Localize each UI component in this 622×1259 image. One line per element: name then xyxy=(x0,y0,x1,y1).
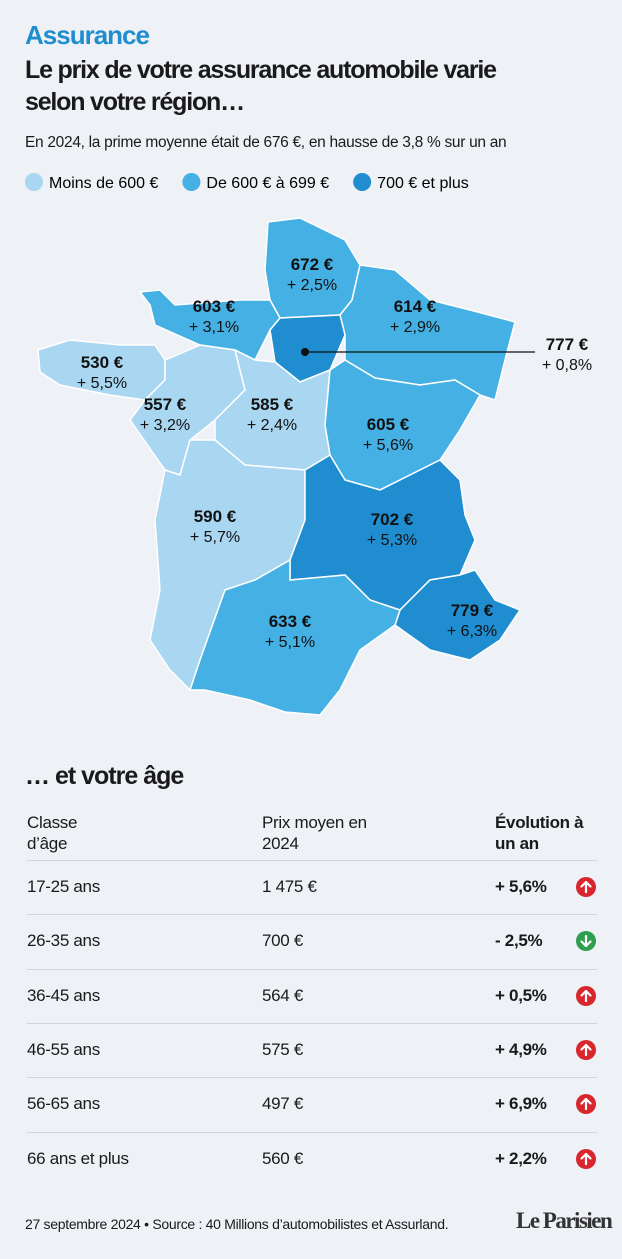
region-change: + 0,8% xyxy=(542,357,592,374)
icon-arrow xyxy=(580,1098,592,1111)
evolution: + 2,2% xyxy=(495,1148,547,1168)
leader-dot xyxy=(301,348,309,356)
trend-up-icon xyxy=(576,985,596,1006)
icon-arrow xyxy=(580,1152,592,1165)
subtitle: En 2024, la prime moyenne était de 676 €… xyxy=(25,134,507,151)
region-price: 557 € xyxy=(144,395,187,414)
age-class: 36-45 ans xyxy=(27,985,100,1005)
region-price: 777 € xyxy=(546,335,589,354)
price: 1 475 € xyxy=(262,877,317,896)
row-separator xyxy=(27,1022,597,1024)
region-change: + 2,9% xyxy=(390,319,440,336)
region xyxy=(394,569,522,661)
table-header: Prix moyen en 2024 xyxy=(262,813,367,853)
region xyxy=(188,558,401,716)
region-change: + 5,5% xyxy=(77,375,127,392)
legend-label: De 600 € à 699 € xyxy=(206,175,329,192)
source: 27 septembre 2024 • Source : 40 Millions… xyxy=(25,1216,449,1232)
region-price: 590 € xyxy=(194,507,237,526)
region-change: + 3,2% xyxy=(140,417,190,434)
icon-arrow xyxy=(580,880,592,894)
age-class: 56-65 ans xyxy=(27,1094,100,1114)
age-class: 17-25 ans xyxy=(27,877,100,896)
icon-arrow xyxy=(580,935,592,948)
region-price: 530 € xyxy=(81,353,124,372)
trend-up-icon xyxy=(576,1094,596,1115)
evolution: + 6,9% xyxy=(495,1094,547,1114)
row-separator xyxy=(27,860,597,861)
title: Le prix de votre assurance automobile va… xyxy=(25,56,497,84)
legend-label: 700 € et plus xyxy=(377,175,469,192)
price: 564 € xyxy=(262,985,304,1005)
trend-down-icon xyxy=(576,931,596,952)
legend-swatch xyxy=(353,173,372,191)
evolution: + 4,9% xyxy=(495,1039,547,1059)
evolution: - 2,5% xyxy=(495,931,543,951)
regions xyxy=(37,217,522,716)
region-price: 672 € xyxy=(291,255,334,274)
price: 560 € xyxy=(262,1148,304,1168)
region-change: + 5,7% xyxy=(190,529,240,546)
row-separator xyxy=(27,968,597,970)
region-change: + 5,1% xyxy=(265,634,315,651)
evolution: + 0,5% xyxy=(495,985,547,1005)
age-class: 26-35 ans xyxy=(27,931,100,951)
icon-arrow xyxy=(580,1043,592,1056)
table-header: Évolution à un an xyxy=(495,813,584,853)
region-price: 779 € xyxy=(451,601,494,620)
region-change: + 5,3% xyxy=(367,532,417,549)
age-class: 66 ans et plus xyxy=(27,1148,129,1168)
region-price: 702 € xyxy=(371,510,414,529)
evolution: + 5,6% xyxy=(495,877,547,896)
region-change: + 2,4% xyxy=(247,417,297,434)
price: 497 € xyxy=(262,1094,304,1114)
row-separator xyxy=(27,914,597,916)
kicker: Assurance xyxy=(25,20,150,50)
region-price: 603 € xyxy=(193,297,236,316)
region-change: + 2,5% xyxy=(287,277,337,294)
region-change: + 6,3% xyxy=(447,623,497,640)
logo: Le Parisien xyxy=(516,1208,613,1233)
trend-up-icon xyxy=(576,1148,596,1169)
region-price: 633 € xyxy=(269,612,312,631)
price: 575 € xyxy=(262,1039,304,1059)
row-separator xyxy=(27,1131,597,1133)
region-price: 605 € xyxy=(367,415,410,434)
region-price: 585 € xyxy=(251,395,294,414)
price: 700 € xyxy=(262,931,304,951)
table-header: Classe d’âge xyxy=(27,813,78,853)
legend-swatch xyxy=(25,173,43,191)
region-change: + 3,1% xyxy=(189,319,239,336)
region-change: + 5,6% xyxy=(363,437,413,454)
map: Moins de 600 € De 600 € à 699 € 700 € et p… xyxy=(25,173,592,716)
legend-swatch xyxy=(182,173,201,191)
legend-label: Moins de 600 € xyxy=(49,175,159,192)
title: selon votre région… xyxy=(25,88,245,116)
icon-arrow xyxy=(580,989,592,1002)
trend-up-icon xyxy=(576,877,596,897)
region-price: 614 € xyxy=(394,297,437,316)
trend-up-icon xyxy=(576,1039,596,1060)
table-title: … et votre âge xyxy=(25,762,184,790)
row-separator xyxy=(27,1077,597,1079)
age-class: 46-55 ans xyxy=(27,1039,100,1059)
